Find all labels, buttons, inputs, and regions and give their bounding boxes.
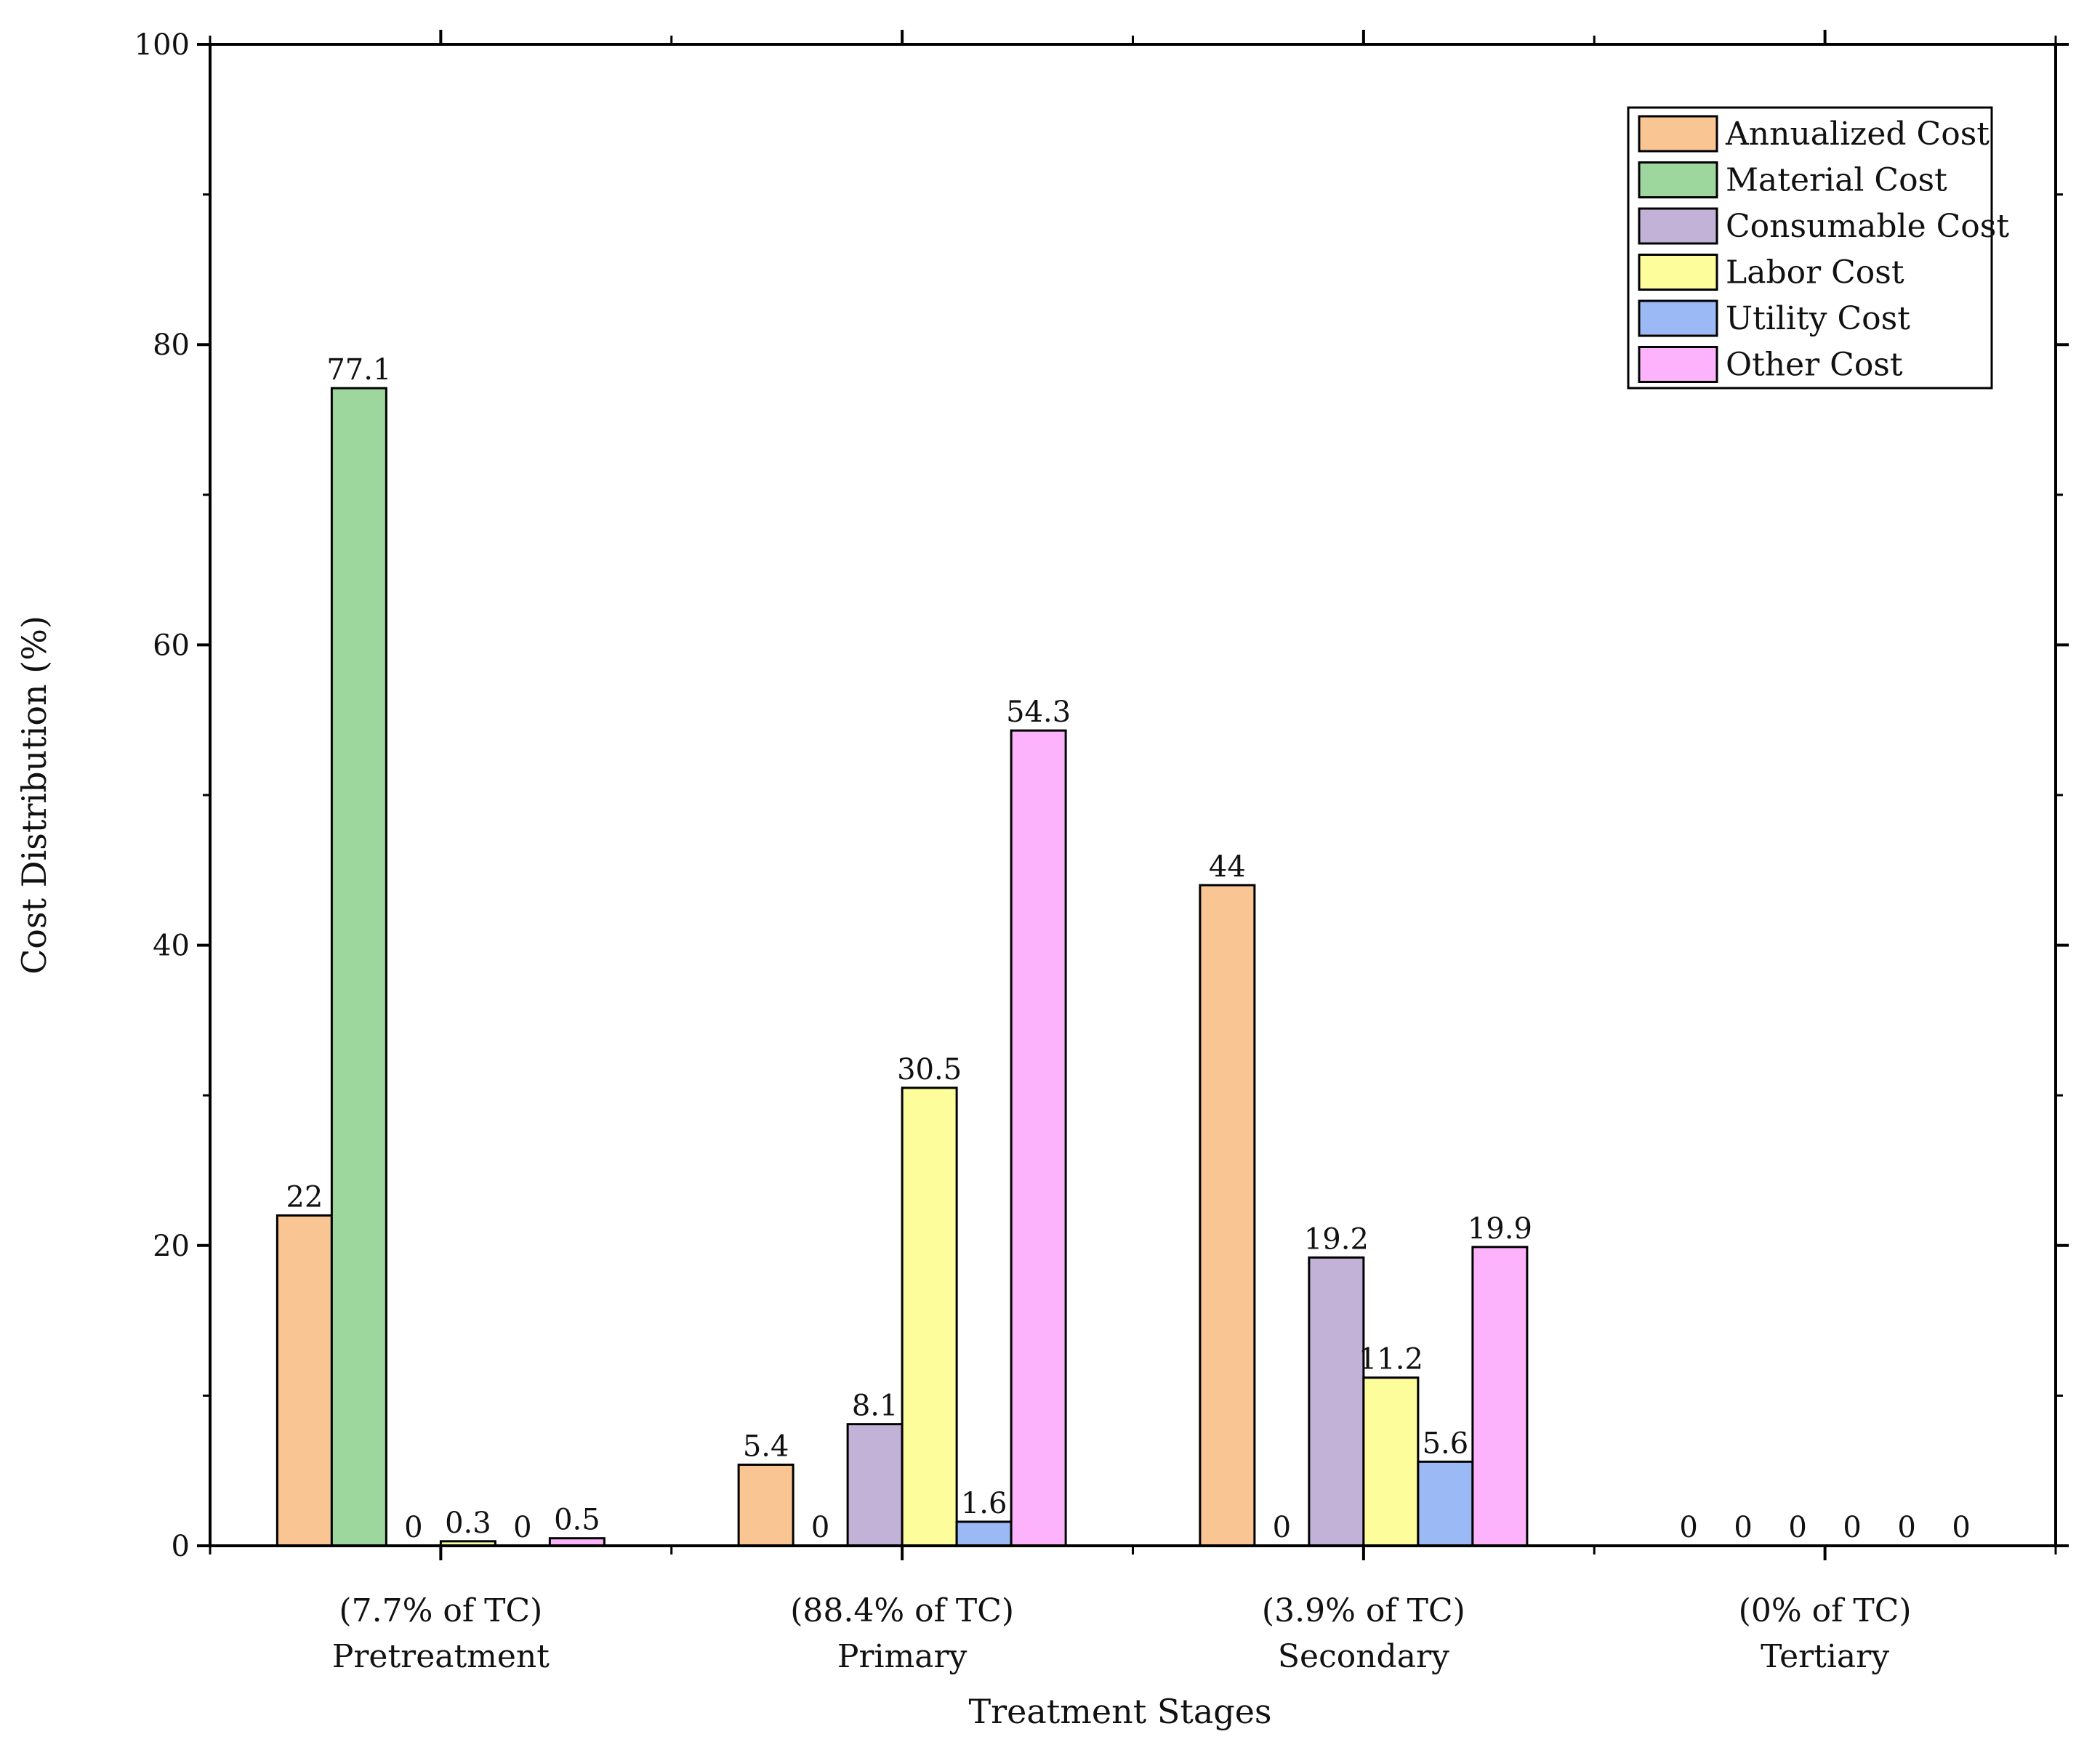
bar-value-label: 0.5 [554, 1504, 600, 1537]
y-tick-label: 0 [172, 1530, 190, 1563]
bar-labor-cost [1362, 1376, 1420, 1547]
y-tick-label: 40 [153, 930, 190, 963]
bar-value-label: 0 [1734, 1511, 1752, 1544]
bar-labor-cost [901, 1086, 958, 1547]
y-tick-label: 80 [153, 328, 190, 362]
bar-value-label: 19.2 [1304, 1222, 1369, 1256]
bar-value-label: 54.3 [1006, 695, 1071, 729]
bar-value-label: 11.2 [1359, 1343, 1423, 1376]
bars-layer [275, 387, 1529, 1547]
bar-value-label: 5.6 [1423, 1427, 1469, 1460]
bar-annualized-cost [1199, 884, 1256, 1547]
bar-value-label: 0 [513, 1511, 531, 1544]
legend-swatch [1638, 161, 1718, 198]
bar-value-label: 1.6 [961, 1487, 1007, 1520]
x-axis-title: Treatment Stages [968, 1692, 1271, 1731]
x-category-label: Pretreatment [332, 1638, 550, 1675]
x-category-sublabel: (88.4% of TC) [790, 1592, 1014, 1629]
bar-value-label: 0 [1843, 1511, 1861, 1544]
legend-label: Consumable Cost [1726, 208, 2009, 245]
bar-value-label: 22 [286, 1180, 323, 1214]
x-category-sublabel: (3.9% of TC) [1262, 1592, 1465, 1629]
bar-value-label: 8.1 [852, 1390, 898, 1423]
bar-value-label: 0 [811, 1511, 829, 1544]
bar-value-label: 0 [1897, 1511, 1915, 1544]
x-category-label: Tertiary [1761, 1638, 1889, 1675]
bar-value-label: 77.1 [326, 353, 391, 387]
legend-label: Other Cost [1726, 347, 1903, 384]
bar-value-label: 44 [1209, 850, 1246, 884]
bar-value-label: 0 [1788, 1511, 1806, 1544]
legend-label: Utility Cost [1726, 300, 1910, 337]
bar-consumable-cost [846, 1423, 904, 1547]
legend: Annualized Cost Material Cost Consumable C… [1627, 106, 2009, 390]
legend-swatch [1638, 115, 1718, 153]
x-category-label: Secondary [1278, 1638, 1449, 1675]
y-tick-label: 100 [134, 28, 190, 62]
bar-value-label: 19.9 [1468, 1212, 1532, 1246]
legend-swatch [1638, 207, 1718, 245]
legend-swatch [1638, 254, 1718, 291]
y-tick-label: 20 [153, 1230, 190, 1263]
y-tick-label: 60 [153, 629, 190, 662]
legend-label: Material Cost [1726, 162, 1947, 199]
bar-other-cost [1010, 729, 1067, 1547]
legend-label: Annualized Cost [1725, 116, 1990, 153]
bar-annualized-cost [737, 1463, 794, 1547]
bar-annualized-cost [275, 1214, 333, 1547]
legend-items: Annualized Cost Material Cost Consumable C… [1638, 115, 2009, 384]
y-axis-title: Cost Distribution (%) [15, 616, 54, 975]
bar-value-label: 0 [1273, 1511, 1291, 1544]
bar-value-label: 0 [1679, 1511, 1697, 1544]
bar-value-label: 0.3 [445, 1507, 491, 1540]
bar-value-label: 5.4 [743, 1430, 789, 1463]
bar-utility-cost [955, 1520, 1013, 1547]
bar-value-label: 30.5 [897, 1053, 962, 1086]
bar-value-label: 0 [1952, 1511, 1970, 1544]
bar-value-label: 0 [404, 1511, 422, 1544]
plot-frame [209, 43, 2057, 1547]
ticks-layer [197, 30, 2069, 1560]
legend-label: Labor Cost [1726, 254, 1904, 291]
bar-utility-cost [1417, 1460, 1474, 1547]
bar-material-cost [330, 387, 387, 1547]
legend-swatch [1638, 346, 1718, 383]
x-category-sublabel: (7.7% of TC) [339, 1592, 542, 1629]
bar-consumable-cost [1308, 1256, 1365, 1547]
bar-labels-layer: 22 77.1 0 0.3 0 0.5 5.4 0 8.1 30.5 1.6 54.3 44 0 19.2 1… [286, 353, 1970, 1544]
x-category-label: Primary [837, 1638, 967, 1675]
bar-other-cost [1471, 1246, 1529, 1547]
legend-frame [1627, 106, 1993, 390]
axis-labels-layer: 0 20 40 60 80 100 (7.7% of TC) Pretreatment (88.… [134, 28, 1912, 1675]
legend-swatch [1638, 299, 1718, 337]
x-category-sublabel: (0% of TC) [1739, 1592, 1912, 1629]
